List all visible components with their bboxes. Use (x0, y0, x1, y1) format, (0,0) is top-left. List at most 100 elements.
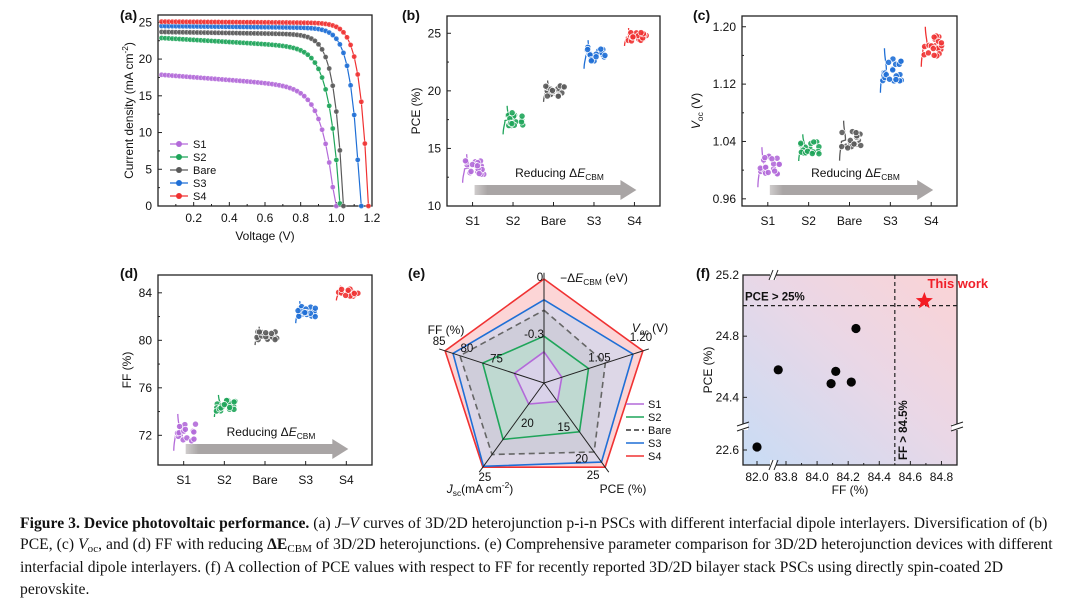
y-tick-label: 25 (139, 15, 153, 29)
x-tick-label: S3 (298, 473, 313, 487)
data-point (560, 83, 568, 91)
data-point (176, 422, 184, 430)
radar-axis-label: FF (%) (428, 323, 465, 337)
y-tick-label: 80 (139, 333, 153, 347)
data-point (344, 62, 350, 69)
data-point (467, 167, 475, 175)
y-tick-label: 22.6 (716, 443, 740, 457)
caption-run: curves of 3D/2D heterojunction p-i-n PSC… (20, 515, 1052, 554)
y-tick-label: 20 (428, 84, 442, 98)
cluster-s2 (502, 105, 527, 135)
y-axis-label: PCE (%) (409, 88, 423, 135)
data-point (473, 162, 481, 170)
data-point (886, 75, 893, 83)
y-axis-label: Current density (mA cm-2) (120, 42, 136, 179)
data-point (350, 289, 358, 297)
radar-tick-label: 15 (557, 422, 570, 434)
panel-letter: (a) (120, 7, 137, 23)
data-point (826, 378, 836, 389)
legend-label: Bare (193, 165, 216, 177)
data-point (329, 125, 336, 132)
caption-run: (a) (309, 515, 335, 532)
axis-break (768, 269, 779, 281)
data-point (337, 147, 343, 154)
trend-arrow (185, 439, 349, 459)
legend-item: S2 (170, 152, 206, 164)
data-point (930, 33, 938, 41)
data-point (268, 329, 275, 337)
y-tick-label: 0 (145, 199, 152, 213)
cluster-s3 (294, 301, 319, 324)
data-point (337, 26, 343, 32)
radar-tick-label: 25 (587, 470, 600, 482)
data-point (897, 57, 905, 65)
data-point (508, 120, 516, 128)
distribution-curve (838, 120, 847, 161)
y-tick-label: 25 (428, 26, 442, 40)
data-point (354, 71, 361, 78)
data-point (315, 116, 322, 122)
legend-item: Bare (170, 165, 216, 177)
trend-annotation: Reducing ΔECBM (227, 425, 316, 441)
cluster-s2 (797, 134, 823, 162)
data-point (312, 38, 318, 44)
data-point (351, 112, 357, 118)
data-point (587, 57, 595, 65)
x-tick-label: S1 (760, 214, 775, 228)
pce-threshold-label: PCE > 25% (745, 292, 805, 304)
cluster-s4 (335, 285, 362, 301)
data-point (542, 82, 550, 90)
data-point (220, 401, 228, 409)
data-point (190, 435, 198, 443)
data-point (761, 154, 769, 162)
x-tick-label: 0.4 (221, 211, 238, 225)
data-point (885, 58, 893, 66)
radar-tick-label: 20 (521, 418, 534, 430)
axis-break-gap (770, 460, 776, 470)
data-point (592, 53, 600, 61)
legend-label: Bare (648, 425, 671, 437)
legend-label: S2 (648, 412, 661, 424)
panel-e-radar: (e) 0 -0.3 1.20 1.05 25 20 15 25 20 85 80 75 −ΔECBM (… (408, 265, 671, 498)
data-point (775, 160, 783, 168)
data-point (838, 128, 846, 136)
data-point (929, 45, 937, 52)
data-point (338, 285, 346, 293)
panel-a-jv-curves: (a) 0.2 0.4 0.6 0.8 1.0 1.2 0 5 10 15 20 25 Voltage (… (120, 7, 381, 243)
panel-letter: (d) (120, 265, 138, 281)
data-point (304, 97, 311, 103)
data-point (768, 155, 776, 163)
ff-threshold-label: FF > 84.5% (898, 400, 910, 460)
legend-label: S4 (648, 451, 661, 463)
data-point (333, 157, 340, 163)
data-point (312, 59, 318, 66)
data-point (518, 118, 525, 126)
caption-run: J–V (334, 515, 360, 532)
y-tick-label: 24.4 (716, 390, 740, 404)
radar-axis (543, 382, 610, 473)
plot-frame (742, 274, 958, 466)
data-point (319, 126, 325, 133)
y-tick-label: 10 (139, 126, 153, 140)
data-point (365, 203, 372, 209)
data-point (301, 309, 309, 317)
data-point (226, 404, 234, 411)
data-point (326, 159, 333, 166)
data-point (311, 313, 319, 321)
cluster-bare (838, 120, 865, 161)
x-tick-label: S1 (465, 214, 480, 228)
data-point (262, 329, 270, 337)
caption-run: Figure 3. Device photovoltaic performanc… (20, 515, 310, 532)
x-tick-label: S3 (587, 214, 602, 228)
axis-break-gap (738, 424, 748, 430)
data-point (554, 92, 562, 100)
data-point (850, 140, 858, 148)
data-point (333, 35, 340, 42)
data-point (315, 41, 322, 48)
data-point (930, 51, 938, 59)
radar-tick-label: 1.20 (630, 332, 652, 344)
data-point (190, 428, 198, 436)
cluster-bare (253, 326, 281, 346)
radar-axis-label: −ΔECBM (eV) (560, 271, 628, 287)
x-tick-label: Bare (837, 214, 863, 228)
